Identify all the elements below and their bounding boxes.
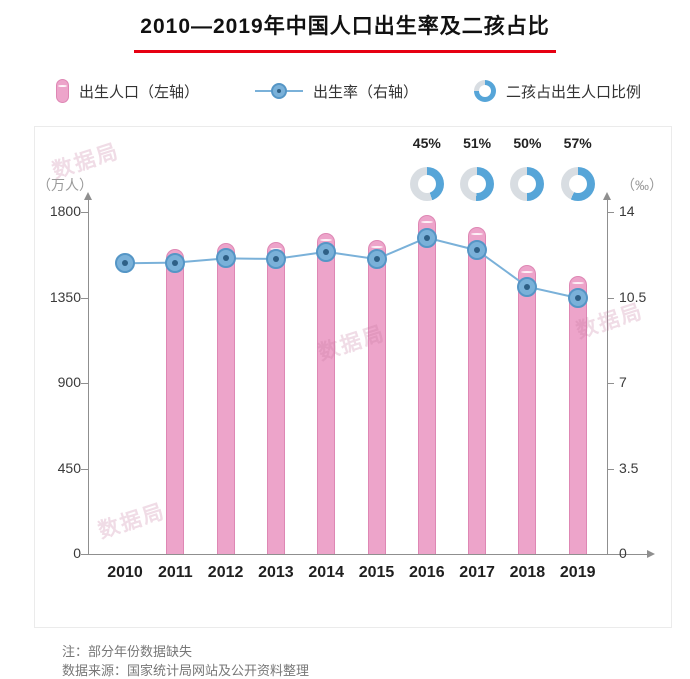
second-child-pct-label: 50%: [513, 135, 542, 151]
rate-dot-2019: [567, 287, 588, 308]
right-axis-tick-label: 3.5: [619, 459, 639, 476]
left-axis-arrow-icon: [84, 192, 92, 200]
left-axis-tick-label: 450: [57, 459, 81, 476]
right-axis-tick: [607, 468, 614, 470]
birth-population-bar-icon: [56, 79, 69, 103]
second-child-donut-2016: [409, 167, 444, 201]
rate-dot-2010: [115, 253, 135, 274]
bar-2019: [568, 275, 587, 554]
x-axis: [88, 554, 647, 555]
legend-item-births: 出生人口（左轴）: [56, 79, 199, 103]
right-axis-tick: [607, 383, 614, 384]
x-axis-arrow-icon: [647, 550, 655, 558]
left-axis: [88, 200, 89, 554]
watermark: 数据局: [95, 499, 169, 544]
birth-rate-dot-icon: [271, 83, 288, 99]
x-axis-year-label: 2012: [207, 564, 244, 581]
left-axis-unit: （万人）: [37, 177, 93, 193]
right-axis: [607, 200, 608, 554]
footnote-missing-data: 注：部分年份数据缺失: [62, 644, 193, 659]
legend-item-second-child: 二孩占出生人口比例: [474, 80, 641, 102]
x-axis-year-label: 2018: [509, 564, 546, 581]
rate-dot-2011: [165, 252, 186, 273]
legend-rate-label: 出生率（右轴）: [313, 83, 419, 101]
title-wrap: 2010—2019年中国人口出生率及二孩占比: [0, 10, 690, 53]
bar-2015: [367, 239, 386, 554]
right-axis-arrow-icon: [603, 192, 611, 200]
x-axis-year-label: 2014: [308, 564, 344, 581]
second-child-donut-2017: [460, 167, 495, 201]
rate-dot-2013: [265, 248, 286, 269]
right-axis-tick: [607, 212, 614, 213]
legend: 出生人口（左轴） 出生率（右轴） 二孩占出生人口比例: [56, 76, 641, 106]
birth-rate-line: [124, 236, 578, 299]
rate-dot-2012: [215, 248, 236, 269]
page-title: 2010—2019年中国人口出生率及二孩占比: [134, 10, 556, 53]
legend-item-rate: 出生率（右轴）: [255, 81, 418, 102]
x-axis-year-label: 2019: [559, 564, 596, 581]
bar-2017: [468, 226, 487, 554]
right-axis-tick: [607, 554, 614, 555]
x-axis-year-label: 2013: [258, 564, 294, 581]
bar-2016: [417, 214, 436, 554]
left-axis-tick-label: 1350: [49, 288, 81, 305]
x-axis-year-label: 2010: [107, 564, 143, 581]
rate-dot-2016: [416, 227, 437, 248]
birth-rate-line-icon: [255, 82, 304, 100]
left-axis-tick-label: 0: [73, 545, 81, 561]
right-axis-tick-label: 7: [619, 374, 627, 390]
left-axis-tick: [81, 383, 88, 384]
left-axis-tick: [81, 297, 88, 299]
x-axis-year-label: 2015: [358, 564, 395, 581]
right-axis-tick-label: 14: [619, 203, 635, 219]
right-axis-unit: （‰）: [621, 177, 663, 193]
right-axis-tick-label: 10.5: [619, 288, 647, 305]
left-axis-tick: [81, 212, 88, 213]
plot-area: 数据局 数据局 数据局 数据局 （万人） （‰） 0 450 900 1350 1800…: [34, 126, 672, 628]
rate-dot-2015: [366, 249, 387, 270]
right-axis-tick: [607, 297, 614, 299]
x-axis-year-label: 2011: [157, 564, 193, 581]
second-child-donut-icon: [474, 80, 497, 102]
second-child-donut-2018: [510, 167, 545, 201]
legend-second-child-label: 二孩占出生人口比例: [506, 83, 642, 101]
x-axis-year-label: 2017: [459, 564, 495, 581]
second-child-pct-label: 57%: [563, 135, 592, 151]
footnotes: 注：部分年份数据缺失 数据来源：国家统计局网站及公开资料整理: [62, 642, 309, 679]
x-axis-year-label: 2016: [409, 564, 445, 581]
second-child-donut-2019: [560, 167, 595, 201]
second-child-pct-label: 45%: [412, 135, 441, 151]
left-axis-tick: [81, 554, 88, 555]
bar-2018: [518, 264, 537, 554]
legend-births-label: 出生人口（左轴）: [79, 83, 200, 101]
rate-dot-2014: [316, 241, 337, 262]
left-axis-tick-label: 900: [57, 374, 81, 390]
bar-2011: [166, 249, 185, 554]
left-axis-tick: [81, 468, 88, 470]
footnote-source: 数据来源：国家统计局网站及公开资料整理: [62, 663, 310, 678]
second-child-pct-label: 51%: [463, 135, 492, 151]
bar-2013: [266, 242, 285, 554]
bar-2012: [216, 243, 235, 554]
right-axis-tick-label: 0: [619, 545, 627, 561]
left-axis-tick-label: 1800: [49, 203, 81, 219]
bar-2014: [317, 233, 336, 554]
